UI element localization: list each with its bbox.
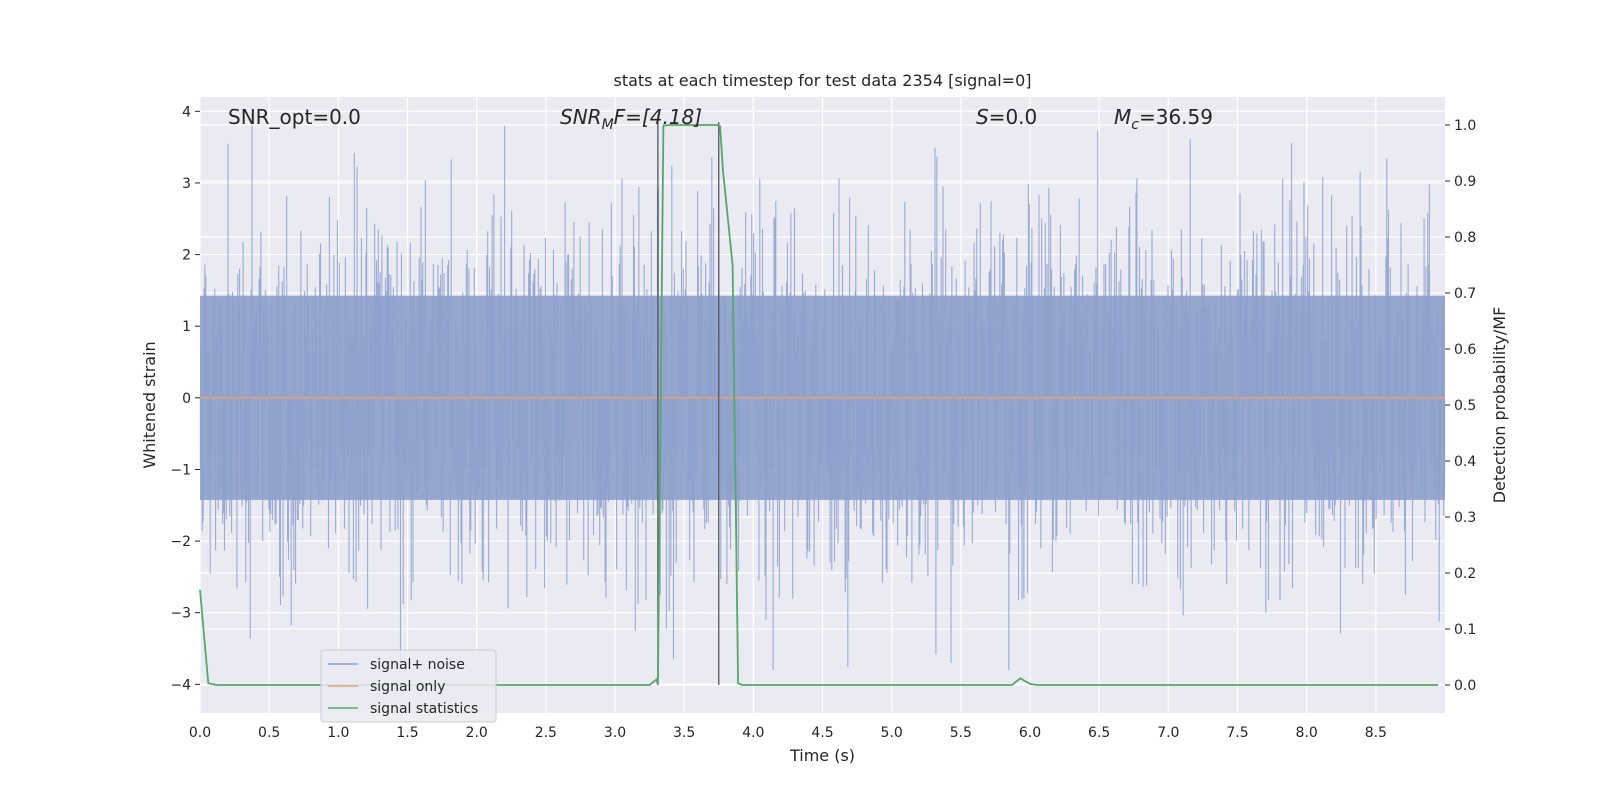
x-tick-label-8: 4.0 xyxy=(742,725,764,741)
y2-tick-label-7: 0.7 xyxy=(1454,286,1476,302)
x-tick-label-9: 4.5 xyxy=(811,725,833,741)
x-ticks: 0.0 0.5 1.0 1.5 2.0 2.5 3.0 3.5 4.0 4.5 5.0 5.5 6.0 6… xyxy=(189,725,1387,741)
y2-tick-label-4: 0.4 xyxy=(1454,454,1476,470)
y-tick-label-7: 3 xyxy=(182,176,191,192)
annotation-s-rest: =0.0 xyxy=(989,105,1038,129)
x-tick-label-4: 2.0 xyxy=(466,725,488,741)
annotation-s: S=0.0 xyxy=(976,105,1037,129)
x-axis-label: Time (s) xyxy=(789,746,855,765)
y-tick-label-0: −4 xyxy=(170,677,191,693)
y2-axis-label: Detection probability/MF xyxy=(1490,307,1509,504)
x-tick-label-17: 8.5 xyxy=(1365,725,1387,741)
legend-label-signal-only: signal only xyxy=(370,679,445,695)
annotation-mc-rest: =36.59 xyxy=(1139,105,1213,129)
legend-box xyxy=(320,649,497,723)
annotation-snr-opt: SNR_opt=0.0 xyxy=(228,105,361,129)
y2-tick-label-8: 0.8 xyxy=(1454,230,1476,246)
x-tick-label-13: 6.5 xyxy=(1088,725,1110,741)
y2-tick-label-3: 0.3 xyxy=(1454,510,1476,526)
legend-label-signal-statistics: signal statistics xyxy=(370,701,478,717)
y-tick-label-2: −2 xyxy=(170,534,191,550)
x-tick-label-6: 3.0 xyxy=(604,725,626,741)
y-tick-label-3: −1 xyxy=(170,462,191,478)
annotation-snr-mf-rest: F=[4.18] xyxy=(614,105,702,129)
chart-title: stats at each timestep for test data 235… xyxy=(613,71,1031,90)
x-tick-label-3: 1.5 xyxy=(396,725,418,741)
y-tick-label-8: 4 xyxy=(182,104,191,120)
x-tick-label-14: 7.0 xyxy=(1157,725,1179,741)
y2-tick-label-9: 0.9 xyxy=(1454,174,1476,190)
annotation-snr-mf: SNRMF=[4.18] xyxy=(560,105,702,133)
annotation-snr-mf-main: SNR xyxy=(560,105,602,129)
y-tick-label-1: −3 xyxy=(170,606,191,622)
y2-tick-label-1: 0.1 xyxy=(1454,622,1476,638)
x-tick-label-11: 5.5 xyxy=(950,725,972,741)
annotation-mc-main: M xyxy=(1114,105,1131,129)
y2-tick-label-2: 0.2 xyxy=(1454,566,1476,582)
x-tick-label-1: 0.5 xyxy=(258,725,280,741)
y-tick-label-6: 2 xyxy=(182,248,191,264)
series-signal-statistics xyxy=(199,124,1439,686)
y2-tick-label-10: 1.0 xyxy=(1454,118,1476,134)
y2-tick-label-5: 0.5 xyxy=(1454,398,1476,414)
x-tick-label-16: 8.0 xyxy=(1296,725,1318,741)
annotation-snr-mf-sub: M xyxy=(602,117,614,133)
annotation-mc: Mc=36.59 xyxy=(1114,105,1213,133)
x-tick-label-2: 1.0 xyxy=(327,725,349,741)
x-tick-label-10: 5.0 xyxy=(881,725,903,741)
y-axis-label: Whitened strain xyxy=(140,341,159,468)
noise-spikes xyxy=(199,125,1446,670)
x-tick-label-5: 2.5 xyxy=(535,725,557,741)
y2-tick-label-0: 0.0 xyxy=(1454,678,1476,694)
annotation-s-main: S xyxy=(976,105,989,129)
y-tick-label-4: 0 xyxy=(182,391,191,407)
y-ticks: −4 −3 −2 −1 0 1 2 3 4 xyxy=(170,104,200,693)
x-tick-label-0: 0.0 xyxy=(189,725,211,741)
series-lines xyxy=(199,122,1445,686)
y2-ticks: 0.0 0.1 0.2 0.3 0.4 0.5 0.6 0.7 0.8 0.9 1.0 xyxy=(1445,118,1476,694)
annotation-mc-sub: c xyxy=(1131,117,1139,133)
x-tick-label-12: 6.0 xyxy=(1019,725,1041,741)
legend-label-signal-noise: signal+ noise xyxy=(370,657,465,673)
y2-tick-label-6: 0.6 xyxy=(1454,342,1476,358)
x-tick-label-7: 3.5 xyxy=(673,725,695,741)
legend: signal+ noise signal only signal statist… xyxy=(320,649,497,723)
y-tick-label-5: 1 xyxy=(182,319,191,335)
x-tick-label-15: 7.5 xyxy=(1226,725,1248,741)
